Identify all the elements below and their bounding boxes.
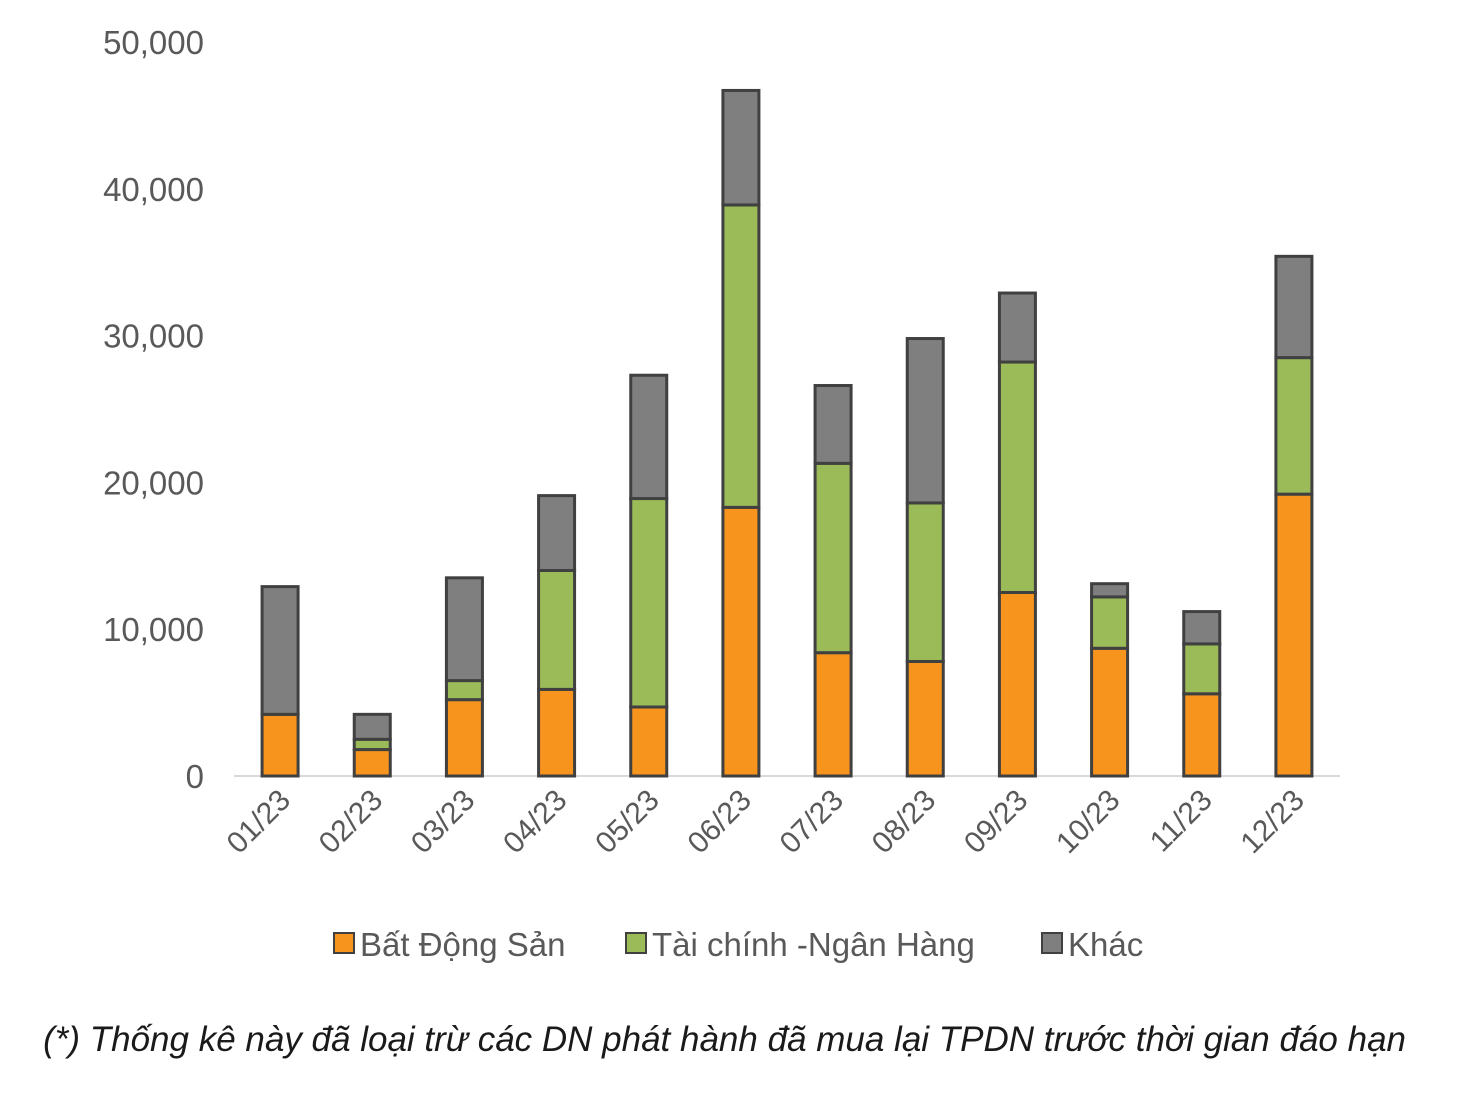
bar-segment (1090, 582, 1130, 599)
bar-segment (1090, 646, 1130, 778)
x-tick-label: 12/23 (1234, 784, 1310, 860)
x-tick-label: 11/23 (1144, 784, 1219, 859)
bar-segment (1182, 642, 1222, 696)
x-tick-label: 03/23 (405, 784, 481, 860)
bar-segment (905, 659, 945, 778)
y-tick-label: 0 (186, 758, 204, 795)
bar-segment (997, 291, 1037, 364)
bar-segment (997, 591, 1037, 778)
bar-segment (1090, 595, 1130, 650)
bar-segment (1274, 492, 1314, 778)
legend-swatch (1041, 932, 1063, 954)
bar-segment (721, 203, 761, 509)
x-tick-label: 04/23 (497, 784, 573, 860)
bar-segment (444, 576, 484, 683)
x-tick-label: 09/23 (958, 784, 1034, 860)
bar-segment (352, 712, 392, 741)
bar-segment (721, 88, 761, 207)
bar-segment (997, 360, 1037, 594)
legend-swatch (333, 932, 355, 954)
y-tick-label: 40,000 (103, 171, 204, 208)
x-tick-label: 06/23 (681, 784, 757, 860)
bar-segment (629, 373, 669, 501)
bar-segment (629, 497, 669, 709)
bar-segment (444, 679, 484, 702)
y-tick-label: 10,000 (103, 611, 204, 648)
x-tick-label: 02/23 (313, 784, 389, 860)
bar-segment (260, 585, 300, 716)
footnote: (*) Thống kê này đã loại trừ các DN phát… (43, 1020, 1406, 1059)
x-tick-label: 01/23 (221, 784, 297, 860)
bar-segment (444, 698, 484, 778)
bar-segment (537, 687, 577, 778)
bar-segment (813, 384, 853, 465)
x-tick-label: 07/23 (774, 784, 850, 860)
y-tick-label: 50,000 (103, 24, 204, 61)
bar-segment (352, 737, 392, 752)
stacked-bar-chart: 0 10,000 20,000 30,000 40,000 50,000 01/23 02/2… (103, 24, 1340, 963)
bar-segment (1274, 254, 1314, 360)
bar-segment (537, 568, 577, 691)
bar-segment (629, 705, 669, 778)
bar-segment (905, 337, 945, 505)
legend-label: Khác (1068, 926, 1143, 963)
bar-segment (1182, 610, 1222, 646)
legend-label: Tài chính -Ngân Hàng (652, 926, 975, 963)
y-tick-label: 20,000 (103, 464, 204, 501)
x-tick-label: 05/23 (589, 784, 665, 860)
bar-segment (813, 651, 853, 778)
bar-segment (1182, 692, 1222, 778)
bar-segment (260, 712, 300, 778)
bar-segment (905, 501, 945, 663)
bar-segment (352, 748, 392, 778)
legend-swatch (625, 932, 647, 954)
x-tick-label: 08/23 (866, 784, 942, 860)
y-tick-label: 30,000 (103, 318, 204, 355)
bar-segment (537, 494, 577, 572)
bar-segment (813, 461, 853, 655)
bar-segment (721, 505, 761, 778)
legend-label: Bất Động Sản (360, 926, 565, 963)
x-tick-label: 10/23 (1050, 784, 1126, 860)
bar-segment (1274, 356, 1314, 496)
